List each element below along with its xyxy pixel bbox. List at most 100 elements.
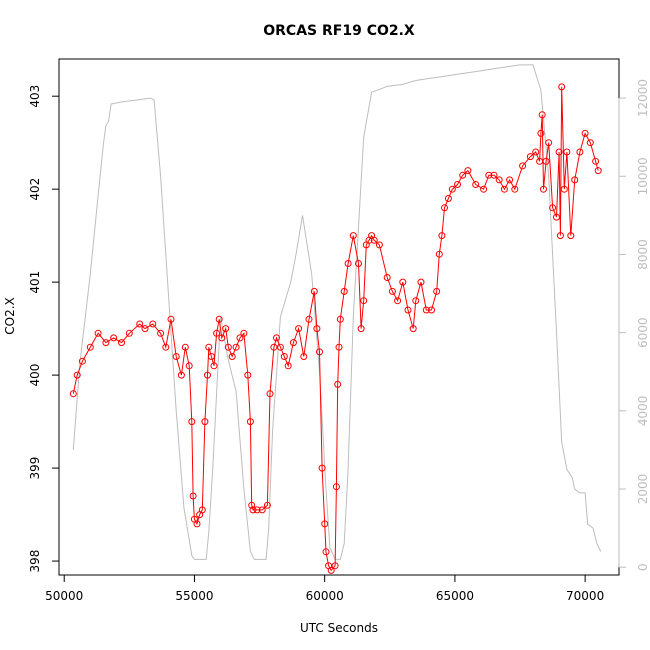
co2-point bbox=[428, 306, 435, 314]
co2-point bbox=[276, 343, 284, 351]
co2-point bbox=[388, 287, 396, 295]
co2-point bbox=[485, 171, 493, 179]
co2-point bbox=[555, 148, 563, 156]
co2-point bbox=[141, 325, 149, 333]
co2-point bbox=[464, 167, 472, 175]
co2-point bbox=[349, 232, 357, 240]
co2-point bbox=[313, 325, 321, 333]
co2-point bbox=[249, 506, 257, 514]
co2-point bbox=[357, 325, 365, 333]
co2-point bbox=[253, 506, 261, 514]
co2-point bbox=[213, 329, 221, 337]
co2-point bbox=[556, 232, 564, 240]
co2-point bbox=[181, 343, 189, 351]
co2-point bbox=[549, 204, 557, 212]
co2-point bbox=[540, 185, 547, 193]
co2-point bbox=[204, 371, 211, 379]
co2-point bbox=[490, 171, 498, 179]
co2-point bbox=[472, 181, 480, 188]
co2-line bbox=[72, 86, 599, 572]
co2-point bbox=[327, 566, 335, 574]
co2-point bbox=[558, 83, 566, 91]
co2-point bbox=[567, 232, 575, 240]
y2-tick-label: 6000 bbox=[636, 317, 650, 348]
co2-point bbox=[69, 390, 77, 398]
co2-point bbox=[322, 548, 330, 556]
co2-point bbox=[172, 353, 180, 360]
co2-point bbox=[495, 176, 503, 184]
co2-point bbox=[321, 520, 329, 528]
co2-point bbox=[300, 353, 308, 360]
co2-point bbox=[86, 343, 94, 351]
co2-series bbox=[69, 83, 602, 574]
co2-point bbox=[459, 171, 467, 179]
co2-point bbox=[280, 353, 288, 360]
co2-point bbox=[336, 315, 344, 323]
co2-point bbox=[563, 148, 571, 156]
co2-point bbox=[331, 562, 339, 570]
co2-point bbox=[438, 232, 446, 240]
co2-point bbox=[409, 325, 417, 333]
co2-point bbox=[545, 139, 553, 147]
co2-point bbox=[581, 129, 589, 137]
co2-point bbox=[248, 501, 256, 509]
co2-point bbox=[189, 492, 197, 500]
y2-tick-label: 10000 bbox=[636, 157, 650, 195]
co2-point bbox=[435, 250, 443, 258]
co2-point bbox=[444, 195, 452, 202]
co2-point bbox=[224, 343, 232, 351]
co2-point bbox=[295, 325, 303, 333]
co2-point bbox=[511, 185, 519, 193]
co2-point bbox=[218, 334, 226, 342]
co2-point bbox=[355, 260, 362, 267]
co2-point bbox=[316, 348, 323, 356]
co2-point bbox=[167, 315, 175, 323]
co2-point bbox=[448, 185, 456, 193]
co2-point bbox=[228, 353, 236, 360]
co2-point bbox=[334, 380, 342, 388]
co2-point bbox=[383, 274, 391, 281]
co2-point bbox=[537, 129, 545, 137]
co2-point bbox=[592, 157, 600, 165]
co2-point bbox=[198, 506, 206, 514]
altitude-series bbox=[72, 64, 602, 560]
co2-point bbox=[177, 371, 185, 379]
co2-point bbox=[289, 339, 297, 347]
co2-point bbox=[332, 483, 340, 491]
co2-point bbox=[149, 320, 157, 328]
co2-point bbox=[201, 418, 209, 426]
co2-point bbox=[305, 315, 313, 323]
co2-point bbox=[394, 297, 402, 305]
co2-point bbox=[335, 343, 343, 351]
x-tick-label: 60000 bbox=[306, 589, 344, 603]
co2-point bbox=[412, 297, 420, 305]
co2-point bbox=[422, 306, 430, 314]
co2-point bbox=[110, 334, 118, 342]
co2-point bbox=[542, 157, 550, 165]
co2-point bbox=[538, 111, 546, 119]
co2-point bbox=[222, 325, 230, 333]
co2-point bbox=[73, 371, 81, 379]
co2-point bbox=[526, 153, 534, 161]
co2-point bbox=[188, 418, 196, 426]
co2-point bbox=[258, 506, 266, 514]
co2-point bbox=[185, 362, 193, 370]
axes: 50000 55000 60000 65000 70000398399400401402… bbox=[28, 58, 650, 603]
co2-point bbox=[125, 329, 133, 337]
y-tick-label: 400 bbox=[28, 364, 42, 387]
co2-point bbox=[157, 329, 165, 337]
y-tick-label: 401 bbox=[28, 271, 42, 294]
co2-point bbox=[236, 334, 244, 342]
co2-point bbox=[310, 287, 318, 295]
co2-point bbox=[136, 320, 144, 328]
co2-point bbox=[370, 236, 378, 244]
co2-point bbox=[340, 287, 348, 295]
co2-point bbox=[417, 278, 425, 286]
co2-point bbox=[586, 139, 594, 147]
y-tick-label: 398 bbox=[28, 550, 42, 573]
co2-point bbox=[205, 343, 213, 351]
co2-point bbox=[240, 329, 248, 337]
co2-point bbox=[263, 501, 271, 509]
co2-point bbox=[404, 306, 412, 314]
